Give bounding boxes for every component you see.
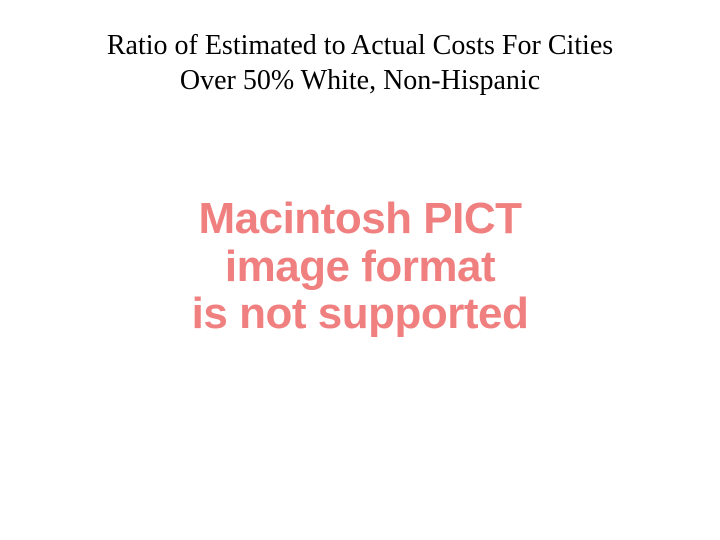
error-line-2: image format (0, 243, 720, 291)
title-line-2: Over 50% White, Non-Hispanic (0, 63, 720, 98)
image-error-block: Macintosh PICT image format is not suppo… (0, 195, 720, 338)
error-line-3: is not supported (0, 290, 720, 338)
slide-title-block: Ratio of Estimated to Actual Costs For C… (0, 28, 720, 98)
title-line-1: Ratio of Estimated to Actual Costs For C… (0, 28, 720, 63)
error-line-1: Macintosh PICT (0, 195, 720, 243)
